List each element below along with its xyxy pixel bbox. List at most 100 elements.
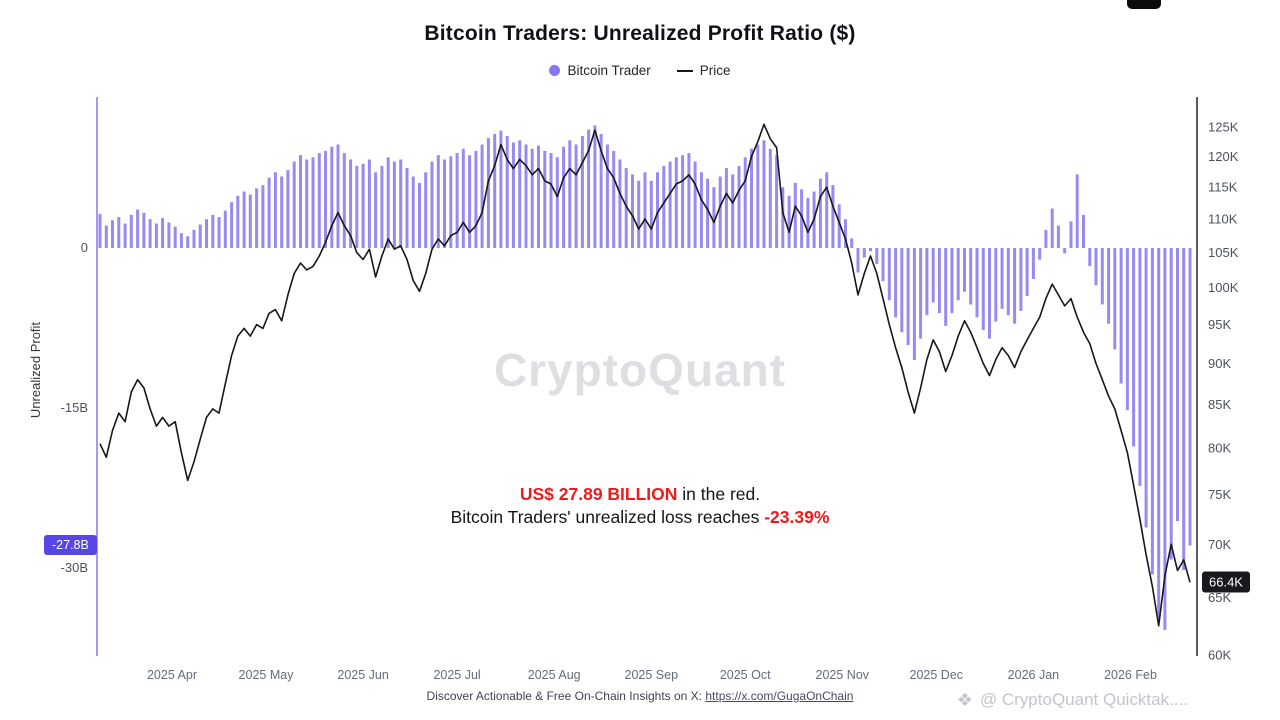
profit-bar (405, 168, 409, 248)
profit-bar (167, 222, 171, 248)
profit-bar (129, 214, 133, 248)
profit-bar (837, 204, 841, 248)
profit-bar (104, 225, 108, 248)
profit-bar (518, 140, 522, 248)
profit-bar (255, 188, 259, 248)
profit-bar (1025, 248, 1029, 296)
profit-bar (299, 155, 302, 248)
left-tick-label: -15B (61, 400, 88, 415)
profit-bar (950, 248, 954, 314)
profit-bar (324, 150, 327, 248)
x-tick-label: 2025 Apr (147, 668, 197, 682)
price-line (99, 123, 1191, 627)
legend: Bitcoin Trader Price (0, 63, 1280, 78)
left-axis-ticks: 0 -15B -30B (61, 240, 88, 575)
footer: Discover Actionable & Free On-Chain Insi… (0, 689, 1280, 703)
footer-link[interactable]: https://x.com/GugaOnChain (705, 689, 854, 703)
profit-bar (856, 248, 860, 273)
profit-bar (881, 248, 885, 282)
profit-bar (975, 248, 979, 318)
profit-bar (925, 248, 929, 316)
profit-bar (919, 248, 923, 339)
profit-bar (869, 248, 872, 252)
profit-bar (480, 144, 484, 248)
profit-bar (198, 224, 202, 248)
profit-bar (1013, 248, 1017, 324)
profit-bar (624, 168, 628, 248)
profit-bar (743, 157, 747, 248)
profit-bar (994, 248, 998, 322)
profit-bar (1182, 248, 1186, 571)
profit-bar (956, 248, 960, 301)
profit-bar (524, 144, 528, 248)
profit-bar (349, 159, 353, 248)
profit-bar (499, 130, 503, 248)
profit-bar (211, 214, 215, 248)
right-tick-label: 120K (1208, 149, 1239, 164)
annotation: US$ 27.89 BILLION in the red. Bitcoin Tr… (0, 483, 1280, 529)
profit-bar (267, 177, 271, 248)
x-tick-label: 2026 Feb (1104, 668, 1157, 682)
x-tick-label: 2025 Nov (816, 668, 870, 682)
profit-bar (367, 159, 371, 248)
profit-bar (330, 146, 334, 248)
x-axis-ticks: 2025 Apr 2025 May 2025 Jun 2025 Jul 2025 Aug… (147, 668, 1157, 682)
right-tick-label: 100K (1208, 280, 1239, 295)
legend-item-price: Price (676, 63, 731, 78)
profit-bar (988, 248, 991, 339)
annotation-loss-amount: US$ 27.89 BILLION (519, 484, 678, 504)
profit-bar (750, 148, 753, 248)
profit-bar (336, 144, 340, 248)
x-tick-label: 2025 Dec (910, 668, 964, 682)
right-tick-label: 70K (1208, 537, 1231, 552)
right-tick-label: 80K (1208, 441, 1231, 456)
profit-bar (1100, 248, 1104, 305)
right-tick-label: 115K (1208, 180, 1238, 195)
profit-bar (768, 148, 772, 248)
profit-bar (148, 219, 152, 248)
profit-bar (1176, 248, 1179, 522)
right-tick-label: 85K (1208, 397, 1231, 412)
profit-bar (612, 150, 616, 248)
profit-bar (687, 153, 691, 248)
profit-bar (223, 210, 227, 248)
profit-bar (486, 138, 490, 248)
profit-bar (818, 178, 822, 248)
profit-bar (154, 223, 158, 248)
right-axis-current-badge: 66.4K (1202, 571, 1250, 593)
profit-bar (699, 172, 703, 248)
profit-bar (493, 133, 497, 248)
profit-bar (756, 144, 760, 248)
corner-watermark-text: @ CryptoQuant Quicktak.... (979, 690, 1188, 709)
profit-bar (1138, 248, 1142, 486)
profit-bar (361, 163, 365, 248)
profit-bar (718, 176, 722, 248)
profit-bar (1050, 208, 1054, 248)
profit-bar (1038, 248, 1042, 260)
legend-line-icon (676, 69, 693, 72)
profit-bar (844, 219, 847, 248)
right-tick-label: 65K (1208, 590, 1231, 605)
profit-bar (731, 174, 735, 248)
profit-bar (1125, 248, 1129, 411)
profit-bar (894, 248, 898, 318)
profit-bar (555, 157, 559, 248)
profit-bar (1088, 248, 1092, 267)
profit-bar (1157, 248, 1161, 620)
profit-bar (511, 142, 515, 248)
profit-bar (1082, 214, 1085, 248)
profit-bar (248, 194, 252, 248)
profit-bar (443, 159, 446, 248)
profit-bar (399, 159, 403, 248)
profit-bar (418, 182, 421, 248)
profit-bar (136, 209, 140, 248)
x-tick-label: 2025 May (239, 668, 295, 682)
profit-bar (179, 233, 183, 248)
profit-bar (230, 202, 234, 248)
profit-bar (1107, 248, 1111, 324)
profit-bar (649, 180, 653, 248)
profit-bar (681, 155, 685, 248)
profit-bar (236, 195, 240, 248)
x-tick-label: 2025 Sep (625, 668, 679, 682)
